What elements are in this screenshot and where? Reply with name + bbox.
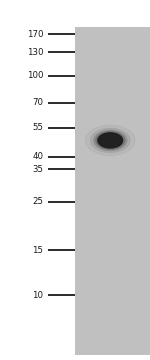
Ellipse shape bbox=[90, 128, 130, 153]
Ellipse shape bbox=[98, 133, 123, 148]
Ellipse shape bbox=[94, 130, 127, 150]
Text: 55: 55 bbox=[33, 123, 43, 132]
Text: 25: 25 bbox=[33, 197, 43, 206]
Text: 70: 70 bbox=[33, 98, 43, 107]
Ellipse shape bbox=[96, 131, 125, 149]
Text: 100: 100 bbox=[27, 71, 44, 80]
Text: 10: 10 bbox=[33, 291, 43, 300]
Text: 40: 40 bbox=[33, 152, 43, 161]
Bar bbox=[75, 27, 150, 355]
Text: 15: 15 bbox=[33, 246, 43, 255]
Text: 170: 170 bbox=[27, 30, 44, 39]
Text: 130: 130 bbox=[27, 48, 44, 57]
Text: 35: 35 bbox=[33, 165, 43, 174]
